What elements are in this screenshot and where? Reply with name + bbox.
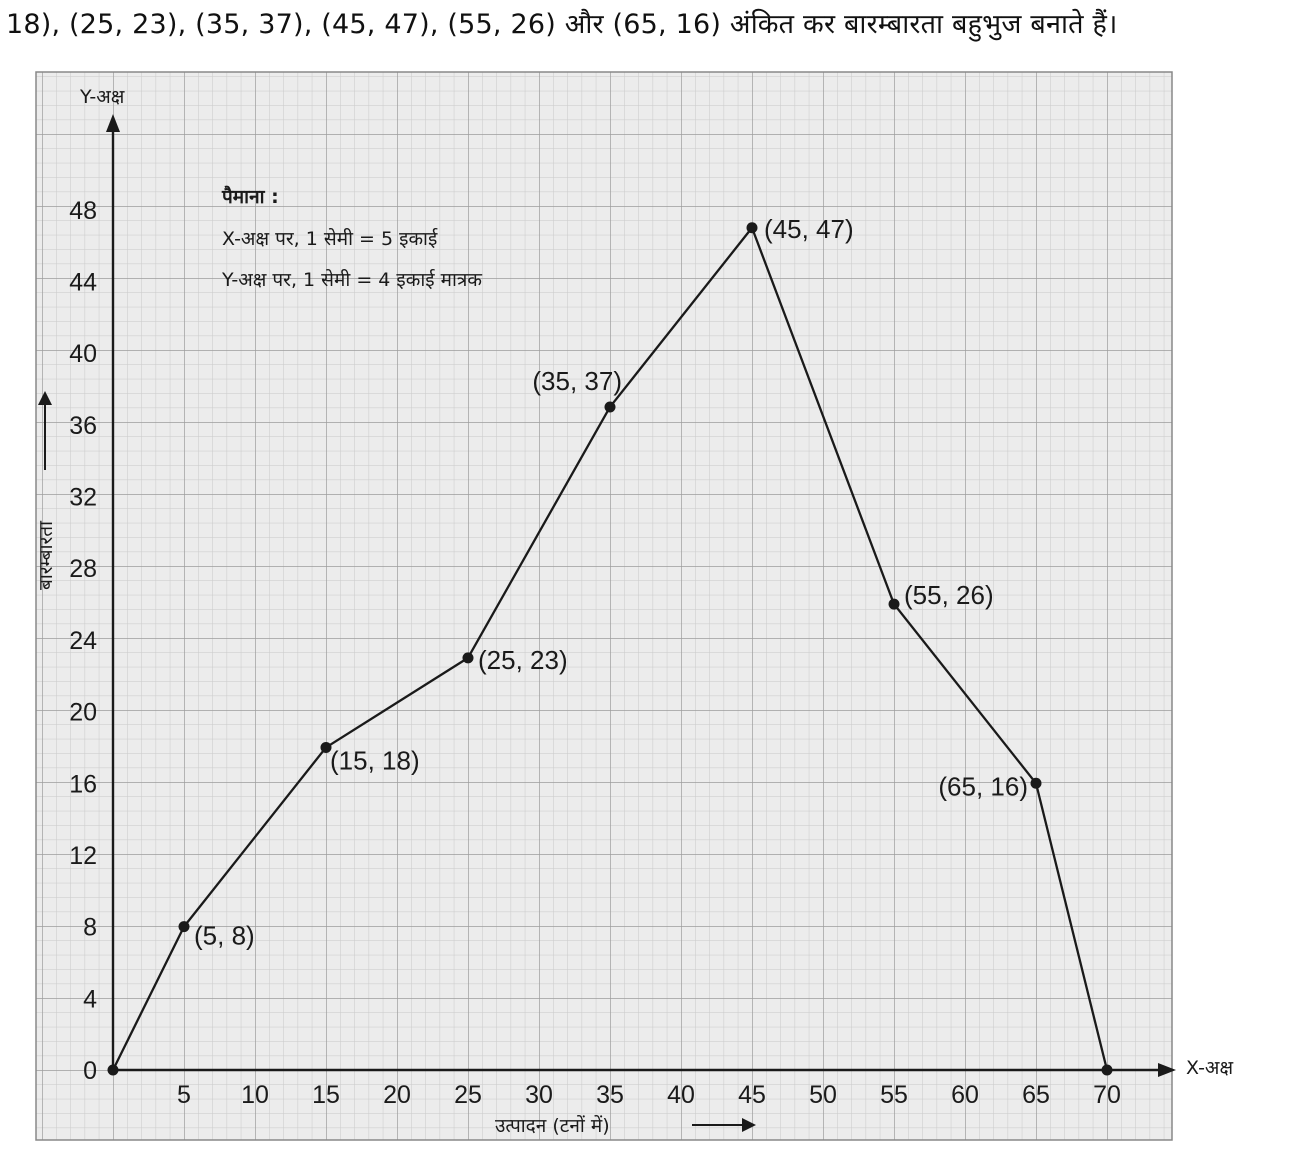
x-axis-title: उत्पादन (टनों में) [495, 1114, 610, 1137]
y-tick-label-12: 12 [69, 842, 97, 870]
point-label-45-47: (45, 47) [764, 214, 854, 244]
x-tick-label-60: 60 [951, 1081, 979, 1109]
point-label-25-23: (25, 23) [478, 645, 568, 675]
data-points [107, 222, 1113, 1076]
y-tick-label-36: 36 [69, 412, 97, 440]
point-70-0 [1101, 1064, 1113, 1076]
y-tick-label-28: 28 [69, 555, 97, 583]
y-tick-label-48: 48 [69, 197, 97, 225]
point-labels: (5, 8) (15, 18) (25, 23) (35, 37) (45, 47) (5… [194, 214, 1028, 951]
y-axis-title: बारम्बारता [35, 520, 57, 590]
y-tick-label-24: 24 [69, 627, 97, 655]
y-axis-name: Y-अक्ष [79, 86, 125, 108]
point-25-23 [462, 652, 474, 664]
x-tick-label-20: 20 [383, 1081, 411, 1109]
x-axis-arrow [1158, 1063, 1176, 1077]
point-15-18 [320, 741, 332, 753]
x-axis-title-arrow [692, 1118, 756, 1132]
x-tick-label-55: 55 [880, 1081, 908, 1109]
scale-title: पैमाना : [221, 185, 279, 208]
x-tick-label-25: 25 [454, 1081, 482, 1109]
x-tick-label-70: 70 [1093, 1081, 1121, 1109]
y-tick-label-44: 44 [69, 269, 97, 297]
x-tick-label-35: 35 [596, 1081, 624, 1109]
caption-text: 18), (25, 23), (35, 37), (45, 47), (55, … [6, 9, 1118, 40]
point-label-65-16: (65, 16) [938, 771, 1028, 801]
y-tick-label-40: 40 [69, 340, 97, 368]
point-label-15-18: (15, 18) [330, 745, 420, 775]
y-axis-title-arrow [38, 391, 52, 470]
x-tick-label-10: 10 [241, 1081, 269, 1109]
x-tick-label-45: 45 [738, 1081, 766, 1109]
scale-line-x: X-अक्ष पर, 1 सेमी = 5 इकाई [222, 227, 438, 250]
point-35-37 [604, 401, 616, 413]
point-0-0 [107, 1064, 119, 1076]
x-tick-label-50: 50 [809, 1081, 837, 1109]
x-tick-label-15: 15 [312, 1081, 340, 1109]
x-axis-name: X-अक्ष [1186, 1057, 1233, 1079]
y-axis-arrow [106, 114, 120, 132]
point-label-35-37: (35, 37) [532, 366, 622, 396]
origin-label: 0 [83, 1057, 97, 1085]
point-55-26 [888, 598, 900, 610]
graph-paper-major-grid [36, 72, 1172, 1140]
y-tick-label-4: 4 [83, 985, 97, 1013]
x-tick-label-30: 30 [525, 1081, 553, 1109]
tick-labels: 5 10 15 20 25 30 35 40 45 50 55 60 65 704812162024283… [69, 197, 1121, 1109]
point-label-55-26: (55, 26) [904, 580, 994, 610]
point-65-16 [1030, 777, 1042, 789]
axes [106, 114, 1176, 1077]
x-tick-label-5: 5 [177, 1081, 191, 1109]
point-45-47 [746, 222, 758, 234]
graph-paper-border [35, 71, 1173, 1141]
x-tick-label-40: 40 [667, 1081, 695, 1109]
y-tick-label-20: 20 [69, 699, 97, 727]
y-tick-label-8: 8 [83, 914, 97, 942]
x-tick-label-65: 65 [1022, 1081, 1050, 1109]
y-tick-label-16: 16 [69, 770, 97, 798]
point-label-5-8: (5, 8) [194, 921, 255, 951]
scale-line-y: Y-अक्ष पर, 1 सेमी = 4 इकाई मात्रक [221, 268, 482, 291]
point-5-8 [178, 921, 190, 933]
y-tick-label-32: 32 [69, 484, 97, 512]
